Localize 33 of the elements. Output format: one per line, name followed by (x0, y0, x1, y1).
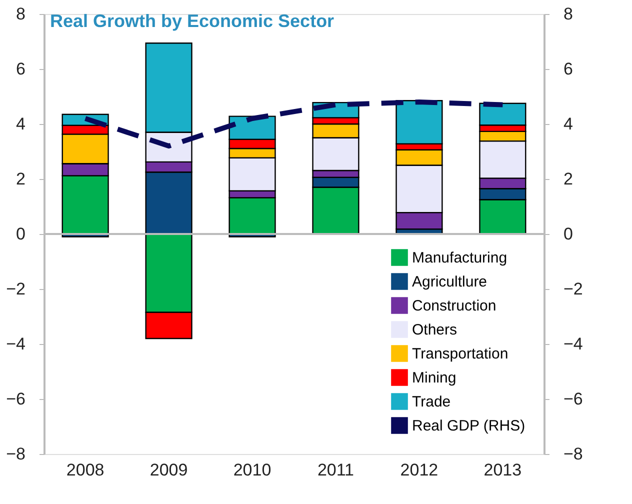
legend-label: Mining (412, 370, 456, 386)
x-tick-label: 2009 (150, 460, 188, 480)
x-tick-label: 2008 (66, 460, 104, 480)
legend-label: Transportation (412, 346, 508, 362)
y-tick-label: −8 (6, 444, 26, 464)
y2-tick-label: −8 (564, 444, 583, 464)
y-tick-label: −2 (6, 280, 26, 298)
y2-tick-label: −2 (564, 280, 583, 298)
y-tick-label: −6 (6, 390, 26, 408)
x-tick-label: 2011 (317, 460, 354, 480)
chart-title: Real Growth by Economic Sector (50, 11, 334, 31)
legend-label: Trade (412, 394, 451, 410)
legend-label: Agricultlure (412, 274, 488, 290)
y2-tick-label: 0 (564, 224, 573, 244)
legend-label: Construction (412, 298, 496, 314)
legend-label: Real GDP (RHS) (412, 418, 526, 434)
x-tick-label: 2013 (484, 460, 522, 480)
x-tick-label: 2010 (233, 460, 272, 480)
y2-tick-label: 2 (564, 170, 573, 188)
y2-tick-label: 8 (564, 4, 573, 24)
legend-label: Manufacturing (412, 250, 508, 266)
x-tick-label: 2012 (400, 460, 438, 480)
y-tick-label: 4 (16, 114, 26, 134)
y-tick-label: 6 (16, 60, 26, 78)
y2-tick-label: −6 (564, 390, 583, 408)
y2-tick-label: −4 (564, 334, 583, 354)
y2-tick-label: 4 (564, 114, 573, 134)
y-tick-label: −4 (6, 334, 26, 354)
y2-tick-label: 6 (564, 60, 573, 78)
y-tick-label: 8 (16, 4, 26, 24)
y-tick-label: 0 (16, 224, 26, 244)
y-tick-label: 2 (16, 170, 26, 188)
legend-label: Others (412, 322, 458, 338)
